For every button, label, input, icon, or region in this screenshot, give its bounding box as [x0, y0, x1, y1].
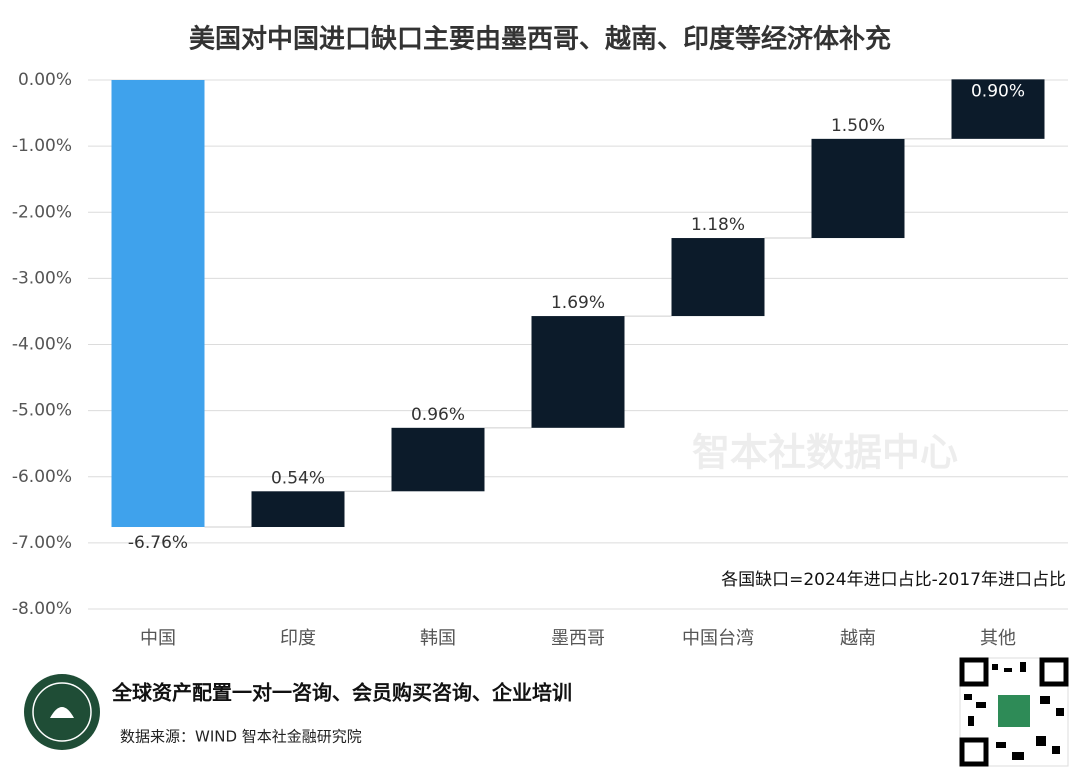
qr-logo: [998, 695, 1030, 727]
data-label: 1.18%: [691, 215, 745, 235]
logo-figure: [50, 707, 74, 718]
data-label: -6.76%: [128, 533, 188, 553]
footer-source: 数据来源：WIND 智本社金融研究院: [120, 728, 362, 746]
bar: [531, 316, 625, 428]
data-label: 1.50%: [831, 116, 885, 136]
bar: [111, 80, 205, 528]
y-tick-label: -5.00%: [12, 401, 72, 421]
logo: [24, 674, 100, 750]
x-tick-label: 中国台湾: [682, 628, 754, 649]
x-tick-label: 中国: [140, 628, 176, 649]
y-tick-label: -7.00%: [12, 533, 72, 553]
bar: [951, 79, 1045, 139]
qr-finder: [1039, 657, 1069, 687]
bar: [391, 427, 485, 492]
y-tick-label: -6.00%: [12, 467, 72, 487]
x-tick-label: 其他: [980, 628, 1016, 649]
y-tick-label: -3.00%: [12, 268, 72, 288]
data-label: 0.96%: [411, 405, 465, 425]
bar: [251, 491, 345, 528]
annotation: 各国缺口=2024年进口占比-2017年进口占比: [721, 570, 1066, 590]
qr-code: [959, 657, 1069, 767]
x-tick-label: 印度: [280, 628, 316, 649]
y-tick-label: -1.00%: [12, 136, 72, 156]
bar: [671, 238, 765, 317]
data-label: 0.54%: [271, 468, 325, 488]
bar: [811, 138, 905, 239]
data-label: 1.69%: [551, 293, 605, 313]
qr-finder: [959, 657, 989, 687]
y-tick-label: -4.00%: [12, 335, 72, 355]
footer-slogan: 全球资产配置一对一咨询、会员购买咨询、企业培训: [111, 681, 572, 705]
qr-pattern: [964, 662, 1064, 760]
x-tick-label: 墨西哥: [551, 628, 605, 649]
data-label: 0.90%: [971, 81, 1025, 101]
y-tick-label: 0.00%: [18, 70, 72, 90]
x-tick-label: 韩国: [420, 628, 456, 649]
chart-title: 美国对中国进口缺口主要由墨西哥、越南、印度等经济体补充: [189, 24, 891, 55]
watermark: 智本社数据中心: [692, 431, 958, 475]
y-tick-label: -2.00%: [12, 202, 72, 222]
x-tick-label: 越南: [840, 628, 876, 649]
logo-ring: [32, 682, 92, 742]
y-tick-label: -8.00%: [12, 599, 72, 619]
qr-finder: [959, 737, 989, 767]
